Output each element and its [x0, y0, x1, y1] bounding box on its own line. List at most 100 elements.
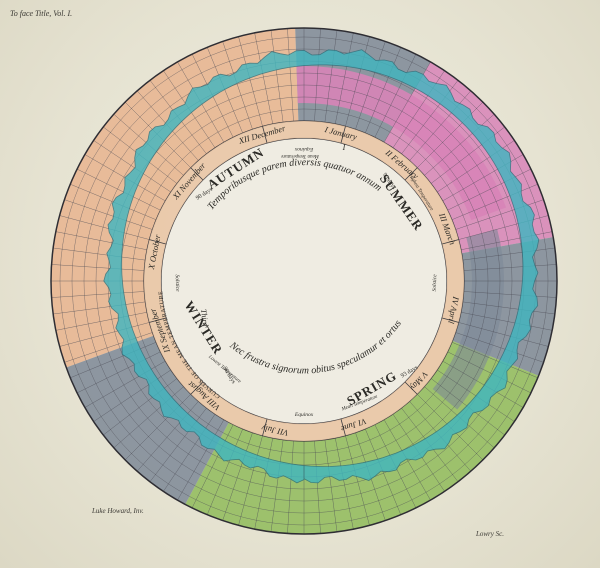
grid-radial [163, 413, 216, 492]
month-divider [442, 239, 459, 245]
month-divider [262, 126, 268, 143]
grid-radial [270, 30, 284, 123]
engraver-credit: Lowry Sc. [476, 530, 504, 538]
grid-radial [334, 437, 354, 530]
grid-radial [364, 47, 402, 134]
grid-radial [76, 168, 161, 211]
grid-radial [64, 199, 153, 230]
grid-radial [383, 419, 431, 501]
grid-radial [206, 428, 244, 515]
grid-radial [447, 168, 532, 211]
grid-radial [345, 435, 370, 526]
grid-radial [463, 264, 557, 271]
winter-inner-band [432, 229, 504, 410]
grid-radial [53, 247, 146, 261]
grid-radial [103, 378, 178, 436]
month-divider [190, 167, 204, 181]
grid-radial [324, 439, 338, 532]
grid-radial [287, 440, 294, 534]
grid-radial [51, 291, 145, 298]
solstice-right: Solstice [432, 274, 439, 292]
grid-radial [59, 215, 150, 240]
grid-radial [55, 231, 148, 251]
grid-radial [451, 341, 538, 379]
temperature-curve-band [103, 49, 540, 484]
grid-radial [149, 407, 207, 482]
grid-radial [424, 113, 495, 176]
grid-ring [71, 48, 537, 514]
grid-radial [64, 332, 153, 363]
grid-radial [93, 140, 172, 193]
grid-radial [314, 28, 321, 122]
grid-radial [355, 41, 386, 130]
grid-radial [455, 199, 544, 230]
grid-radial [447, 351, 532, 394]
grid-radial [345, 36, 370, 127]
month-divider [262, 419, 268, 436]
grid-radial [238, 36, 263, 127]
grid-ring [95, 72, 513, 490]
month-divider [190, 381, 204, 395]
grid-radial [455, 332, 544, 363]
grid-radial [442, 360, 524, 408]
solstice-left: Solstice [174, 274, 181, 292]
grid-radial [254, 437, 274, 530]
grid-radial [51, 264, 145, 271]
grid-radial [191, 424, 234, 509]
grid-radial [177, 419, 225, 501]
grid-ring [59, 36, 549, 526]
outer-border [50, 27, 558, 535]
mean-temperature-top: Mean Temperature [280, 153, 320, 158]
grid-radial [70, 341, 157, 379]
grid-radial [458, 322, 549, 347]
winter-marker: Third [199, 308, 210, 327]
grid-radial [124, 393, 192, 461]
grid-radial [314, 440, 321, 534]
grid-radial [451, 183, 538, 221]
month-divider [340, 126, 346, 143]
winter-sector-left [66, 335, 229, 505]
grid-radial [222, 41, 253, 130]
grid-radial [462, 301, 555, 315]
grid-radial [93, 369, 172, 422]
grid-radial [222, 432, 253, 521]
grid-radial [460, 311, 553, 331]
grid-radial [374, 53, 417, 138]
inventor-credit: Luke Howard, Inv. [92, 507, 144, 515]
grid-radial [416, 101, 484, 169]
grid-radial [334, 32, 354, 125]
grid-radial [462, 247, 555, 261]
grid-radial [55, 311, 148, 331]
grid-radial [206, 47, 244, 134]
month-divider [442, 317, 459, 323]
temperature-curve [103, 49, 540, 484]
grid-radial [460, 231, 553, 251]
grid-ring [131, 108, 477, 454]
grid-radial [364, 428, 402, 515]
month-divider [149, 317, 166, 323]
summer-inner-band [296, 66, 507, 221]
grid-radial [113, 386, 184, 449]
grid-radial [136, 401, 199, 472]
grid-radial [409, 90, 472, 161]
grid-radial [287, 28, 294, 122]
month-divider [149, 239, 166, 245]
summer-marker: I [342, 143, 346, 152]
equinox-top: Equinox [294, 146, 314, 152]
grid-radial [238, 435, 263, 526]
month-divider [340, 419, 346, 436]
grid-radial [84, 360, 166, 408]
volume-note: To face Title, Vol. I. [10, 9, 73, 18]
equinox-bottom: Equinox [294, 412, 314, 418]
grid-radial [76, 351, 161, 394]
grid-radial [324, 30, 338, 123]
month-divider [404, 381, 418, 395]
grid-radial [59, 322, 150, 347]
grid-radial [53, 301, 146, 315]
month-divider [404, 167, 418, 181]
grid-radial [463, 291, 557, 298]
grid-radial [270, 439, 284, 532]
grid-radial [254, 32, 274, 125]
